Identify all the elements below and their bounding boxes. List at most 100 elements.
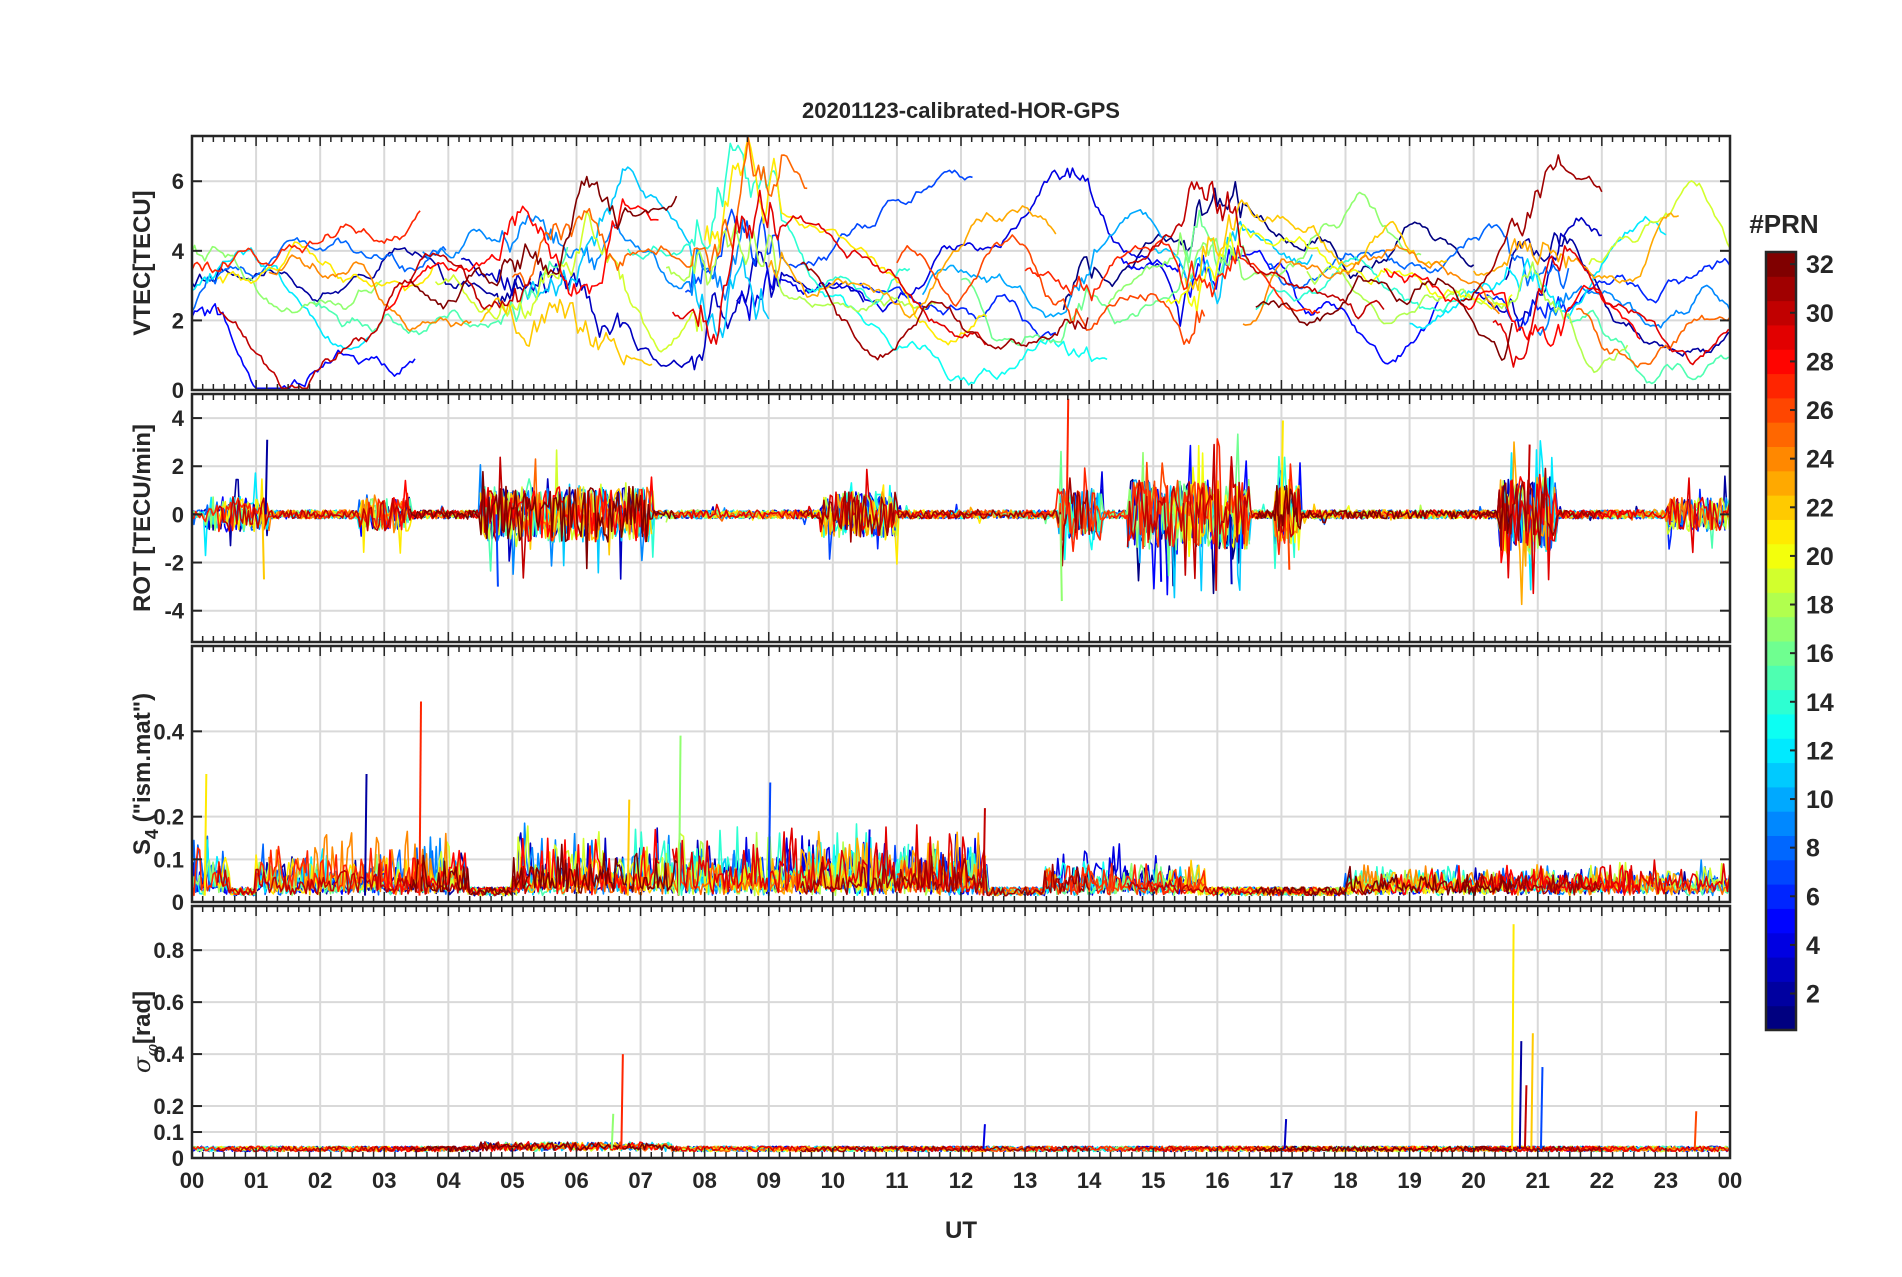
- series-line-prn-24: [268, 254, 472, 332]
- series-line-prn-32: [1255, 865, 1513, 897]
- y-tick-label: 0.8: [153, 938, 184, 963]
- peak-spike: [203, 773, 208, 896]
- peak-spike: [626, 799, 631, 896]
- peak-spike: [1523, 1085, 1528, 1149]
- colorbar-swatch: [1766, 811, 1796, 836]
- series-line-prn-21: [217, 241, 434, 292]
- series-line-prn-29: [671, 189, 987, 346]
- peak-spike: [1518, 1041, 1523, 1149]
- series-line-prn-29: [1492, 859, 1730, 896]
- peak-spike: [418, 701, 422, 896]
- series-line-prn-27: [192, 492, 424, 533]
- series-line-prn-10: [921, 209, 1167, 318]
- colorbar-frame: [1764, 250, 1798, 1032]
- colorbar-tick-label: 16: [1806, 640, 1834, 668]
- series-line-prn-19: [1588, 180, 1730, 265]
- peak-spike: [678, 735, 682, 896]
- series-line-prn-31: [1460, 873, 1602, 896]
- peak-spike: [1158, 514, 1163, 582]
- x-tick-label: 14: [1077, 1168, 1102, 1193]
- series-line-prn-8: [192, 237, 447, 313]
- series-line-prn-32: [409, 470, 678, 570]
- series-line-prn-32: [1255, 1145, 1512, 1153]
- series-line-prn-30: [1126, 873, 1385, 897]
- colorbar-tick-label: 26: [1806, 397, 1834, 425]
- x-tick-label: 11: [885, 1168, 908, 1193]
- peak-spike: [982, 1124, 986, 1149]
- y-axis-label-sigma: σφ[rad]: [128, 991, 163, 1073]
- y-tick-label: 0: [172, 890, 184, 915]
- series-line-prn-31: [800, 853, 1090, 897]
- colorbar-tick-label: 8: [1806, 835, 1820, 863]
- x-tick-label: 00: [180, 1168, 204, 1193]
- series-line-prn-32: [1255, 482, 1513, 534]
- series-line-prn-11: [1153, 220, 1313, 305]
- colorbar-swatch: [1766, 957, 1796, 982]
- colorbar-title: #PRN: [1749, 209, 1818, 239]
- x-tick-label: 17: [1269, 1168, 1293, 1193]
- colorbar-tick-label: 32: [1806, 251, 1834, 279]
- colorbar-swatch: [1766, 713, 1796, 739]
- y-tick-label: 0.4: [153, 1042, 184, 1067]
- series-line-prn-30: [1127, 180, 1385, 320]
- peak-spike: [620, 1054, 624, 1149]
- peak-spike: [1511, 924, 1515, 1149]
- colorbar-swatch: [1766, 422, 1796, 447]
- x-tick-label: 08: [692, 1168, 716, 1193]
- peak-spike: [1065, 398, 1070, 515]
- series-line-prn-28: [1383, 267, 1641, 347]
- series-line-prn-19: [434, 210, 703, 353]
- panel-s4: 00.10.20.4S4 ("ism.mat"): [129, 644, 1732, 915]
- y-axis-label-base: σ: [128, 1056, 156, 1073]
- x-tick-label: 04: [436, 1168, 461, 1193]
- series-line-prn-9: [1537, 284, 1730, 336]
- series-line-prn-32: [409, 175, 678, 310]
- x-tick-label: 12: [949, 1168, 973, 1193]
- x-tick-label: 10: [821, 1168, 845, 1193]
- series-line-prn-27: [192, 210, 421, 274]
- peak-spike: [1280, 420, 1284, 515]
- peak-spike: [364, 773, 368, 896]
- series-line-prn-5: [192, 303, 416, 390]
- x-tick-labels: 00 01 02 03 04 05 06 07 08 09 10 11 12 13 14 15 16 17 18 19…: [180, 1168, 1742, 1193]
- series-group-s4: [192, 822, 1730, 897]
- series-group-rot: [192, 433, 1730, 606]
- peak-spike: [610, 1113, 615, 1149]
- x-tick-label: 22: [1590, 1168, 1614, 1193]
- colorbar-tick-label: 18: [1806, 592, 1834, 620]
- x-tick-label: 03: [372, 1168, 396, 1193]
- series-line-prn-14: [627, 142, 911, 305]
- x-axis-label: UT: [945, 1217, 977, 1244]
- series-line-prn-17: [192, 244, 383, 314]
- colorbar-tick-label: 22: [1806, 494, 1834, 522]
- x-tick-label: 13: [1013, 1168, 1037, 1193]
- x-tick-label: 16: [1205, 1168, 1229, 1193]
- series-line-prn-31: [800, 477, 1090, 567]
- peak-spike: [982, 808, 986, 896]
- y-tick-label: 4: [172, 239, 185, 264]
- colorbar-tick-label: 4: [1806, 932, 1820, 960]
- series-line-prn-1: [1062, 478, 1474, 595]
- series-line-prn-30: [216, 863, 532, 897]
- y-tick-label: 2: [172, 454, 184, 479]
- y-tick-label: 0: [172, 378, 184, 403]
- colorbar-swatch: [1766, 908, 1796, 934]
- y-tick-label: 0.2: [153, 805, 184, 830]
- y-axis-label-base: S: [129, 839, 156, 855]
- x-tick-label: 20: [1461, 1168, 1485, 1193]
- x-tick-label: 01: [244, 1168, 268, 1193]
- series-line-prn-30: [216, 252, 532, 390]
- series-line-prn-30: [1126, 443, 1384, 591]
- series-line-prn-21: [703, 136, 988, 346]
- y-axis-label-rot: ROT [TECU/min]: [129, 424, 156, 612]
- series-line-prn-32: [409, 1141, 678, 1153]
- colorbar-swatch: [1766, 276, 1796, 302]
- series-line-prn-2: [1504, 232, 1730, 357]
- colorbar-swatch: [1766, 470, 1796, 496]
- y-tick-label: 0.1: [153, 847, 184, 872]
- peak-spike: [1693, 1111, 1698, 1149]
- series-line-prn-18: [665, 222, 936, 313]
- series-line-prn-28: [384, 198, 659, 311]
